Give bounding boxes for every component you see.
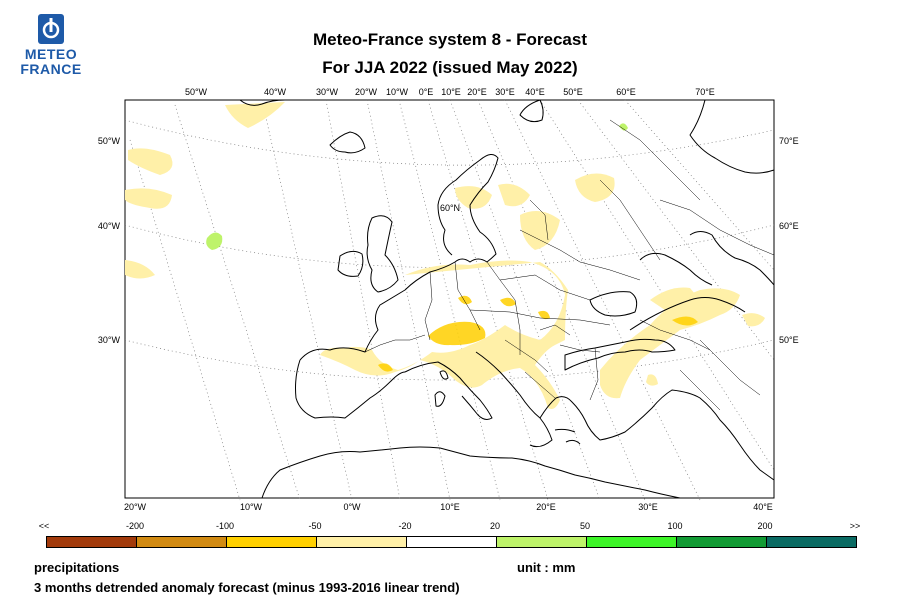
tick-label: 40°E <box>525 87 545 97</box>
colorbar-segment <box>137 537 227 547</box>
colorbar-label: 50 <box>579 521 591 531</box>
tick-label: 70°E <box>779 136 799 146</box>
colorbar-segment <box>227 537 317 547</box>
logo-text-line2: FRANCE <box>20 61 82 77</box>
anomaly-patches-wet <box>206 123 628 250</box>
logo-text-line1: METEO <box>24 46 78 62</box>
tick-label: 40°W <box>98 221 121 231</box>
latitude-label-60n: 60°N <box>440 203 460 213</box>
tick-label: 10°W <box>240 502 263 512</box>
variable-label: precipitations <box>34 560 120 575</box>
colorbar-label: -100 <box>215 521 235 531</box>
tick-label: 10°E <box>440 502 460 512</box>
colorbar-label: 200 <box>757 521 773 531</box>
tick-label: 20°E <box>536 502 556 512</box>
colorbar-label: 100 <box>667 521 683 531</box>
anomaly-patches-light <box>125 102 765 409</box>
tick-label: 70°E <box>695 87 715 97</box>
colorbar-label: 20 <box>489 521 501 531</box>
chart-title: Meteo-France system 8 - Forecast <box>313 30 587 49</box>
colorbar-label: -20 <box>398 521 412 531</box>
tick-label: 10°E <box>441 87 461 97</box>
colorbar-label: -50 <box>308 521 322 531</box>
left-axis-labels: 50°W 40°W 30°W <box>98 136 121 345</box>
tick-label: 40°W <box>264 87 287 97</box>
colorbar-segment <box>677 537 767 547</box>
precipitation-colorbar <box>46 536 857 548</box>
anomaly-patches-strong <box>378 295 698 372</box>
bottom-longitude-labels: 20°W 10°W 0°W 10°E 20°E 30°E 40°E <box>124 502 773 512</box>
chart-subtitle: For JJA 2022 (issued May 2022) <box>322 58 578 77</box>
tick-label: 50°E <box>563 87 583 97</box>
graticule <box>124 99 775 501</box>
tick-label: 30°E <box>638 502 658 512</box>
tick-label: 50°W <box>185 87 208 97</box>
colorbar-label: >> <box>849 521 861 531</box>
top-longitude-labels: 50°W 40°W 30°W 20°W 10°W 0°E 10°E 20°E 3… <box>185 87 715 97</box>
tick-label: 0°E <box>419 87 434 97</box>
colorbar-label: << <box>38 521 50 531</box>
colorbar-segment <box>317 537 407 547</box>
right-axis-labels: 70°E 60°E 50°E <box>779 136 799 345</box>
tick-label: 30°W <box>98 335 121 345</box>
colorbar-segment <box>497 537 587 547</box>
tick-label: 20°W <box>124 502 147 512</box>
tick-label: 20°E <box>467 87 487 97</box>
tick-label: 50°W <box>98 136 121 146</box>
coastlines <box>239 99 775 499</box>
colorbar-label: -200 <box>125 521 145 531</box>
tick-label: 20°W <box>355 87 378 97</box>
tick-label: 40°E <box>753 502 773 512</box>
meteo-france-logo: METEO FRANCE <box>16 14 86 77</box>
forecast-map: 50°W 40°W 30°W 20°W 10°W 0°E 10°E 20°E 3… <box>98 87 799 512</box>
tick-label: 30°W <box>316 87 339 97</box>
unit-label: unit : mm <box>517 560 576 575</box>
tick-label: 50°E <box>779 335 799 345</box>
tick-label: 10°W <box>386 87 409 97</box>
description-label: 3 months detrended anomaly forecast (min… <box>34 580 460 595</box>
tick-label: 60°E <box>616 87 636 97</box>
tick-label: 60°E <box>779 221 799 231</box>
colorbar-segment <box>407 537 497 547</box>
tick-label: 30°E <box>495 87 515 97</box>
colorbar-segment <box>587 537 677 547</box>
tick-label: 0°W <box>343 502 361 512</box>
colorbar-segment <box>767 537 856 547</box>
colorbar-segment <box>47 537 137 547</box>
country-borders <box>364 119 775 411</box>
meteo-france-emblem-icon <box>38 14 64 44</box>
